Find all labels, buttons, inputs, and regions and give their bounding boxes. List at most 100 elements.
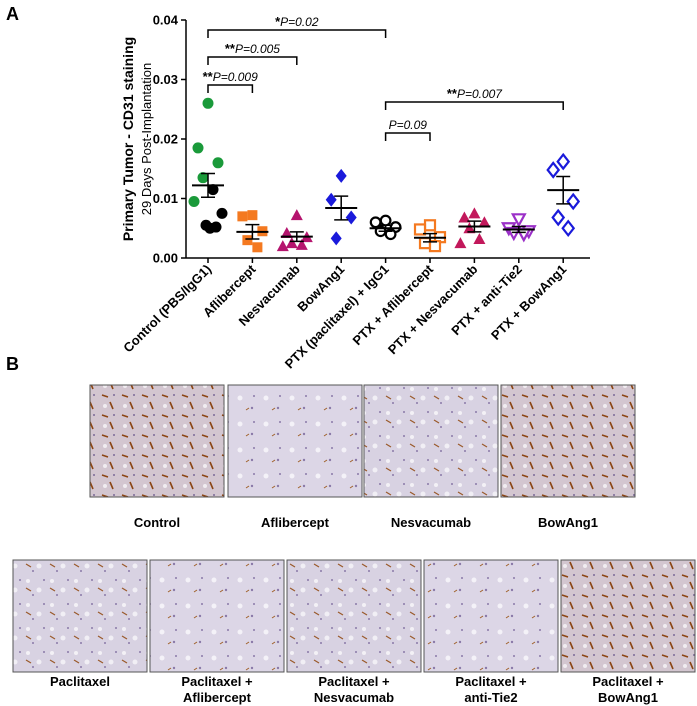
data-point <box>463 222 476 234</box>
significance-bracket <box>207 29 387 38</box>
p-value: P=0.009 <box>213 70 258 84</box>
image-caption: Paclitaxel + <box>455 674 527 689</box>
y-axis-title: Primary Tumor - CD31 staining <box>120 37 136 241</box>
data-point <box>330 231 342 246</box>
data-point <box>546 161 561 179</box>
image-caption: Paclitaxel + <box>592 674 664 689</box>
image-panel: Control Aflibercept Nesvacumab BowAng1Pacli… <box>12 384 696 705</box>
data-point <box>566 192 581 211</box>
data-point <box>216 207 228 219</box>
significance-label: **P=0.009 <box>203 69 258 84</box>
panel-letter: B <box>6 354 19 374</box>
data-point <box>285 237 298 249</box>
image-caption: Nesvacumab <box>391 515 471 530</box>
data-point <box>379 214 392 227</box>
data-point <box>202 97 214 109</box>
error-bar <box>556 175 571 205</box>
significance-label: P=0.09 <box>389 118 428 132</box>
error-bar <box>467 220 482 233</box>
data-point <box>290 209 303 221</box>
data-point <box>295 238 308 250</box>
data-point <box>510 213 527 228</box>
data-point <box>188 195 200 207</box>
data-point <box>325 192 337 207</box>
micrograph <box>89 384 225 498</box>
data-point <box>237 211 248 222</box>
error-bar <box>378 224 393 232</box>
error-bar <box>201 172 215 199</box>
y-tick-label: 0.00 <box>153 251 178 266</box>
micrograph <box>423 559 559 673</box>
significance-label: **P=0.007 <box>447 86 503 101</box>
significance-bracket <box>207 84 254 93</box>
error-bar <box>245 223 260 240</box>
data-point <box>473 232 486 244</box>
data-point <box>252 242 263 253</box>
data-point <box>197 172 209 184</box>
image-caption: Nesvacumab <box>314 690 394 705</box>
data-point <box>280 227 293 239</box>
data-point <box>212 157 224 169</box>
data-point <box>551 208 566 227</box>
p-value: P=0.02 <box>280 15 319 29</box>
error-bar <box>334 195 349 221</box>
data-point <box>561 219 576 238</box>
data-point <box>242 235 253 246</box>
data-point <box>515 228 532 243</box>
image-caption: Aflibercept <box>183 690 252 705</box>
micrograph <box>363 384 499 498</box>
data-point <box>428 240 442 253</box>
x-tick-label: PTX + Aflibercept <box>349 261 436 348</box>
image-caption: BowAng1 <box>538 515 598 530</box>
significance-stars: ** <box>225 41 236 56</box>
significance-bracket <box>207 56 298 65</box>
significance-stars: ** <box>203 69 214 84</box>
y-tick-label: 0.02 <box>153 132 178 147</box>
image-caption: Paclitaxel + <box>318 674 390 689</box>
data-point <box>454 237 467 249</box>
data-point <box>478 216 491 228</box>
data-point <box>458 211 471 223</box>
image-caption: Aflibercept <box>261 515 330 530</box>
p-value: P=0.005 <box>235 42 280 56</box>
error-bar <box>511 225 526 234</box>
data-point <box>556 152 571 171</box>
data-point <box>423 219 437 232</box>
micrograph <box>560 559 696 673</box>
data-point <box>210 221 222 233</box>
y-axis-subtitle: 29 Days Post-Implantation <box>139 63 154 215</box>
panel-letter: A <box>6 4 19 24</box>
p-value: P=0.09 <box>389 118 428 132</box>
image-caption: Paclitaxel <box>50 674 110 689</box>
significance-stars: * <box>275 14 281 29</box>
significance-label: *P=0.02 <box>275 14 319 29</box>
data-point <box>192 142 204 154</box>
micrograph <box>286 559 422 673</box>
data-point <box>418 237 432 250</box>
image-caption: BowAng1 <box>598 690 658 705</box>
data-point <box>345 210 357 225</box>
image-caption: Paclitaxel + <box>181 674 253 689</box>
data-point <box>413 223 427 236</box>
error-bar <box>423 232 437 243</box>
micrograph <box>500 384 636 498</box>
p-value: P=0.007 <box>457 87 503 101</box>
micrograph <box>227 384 363 498</box>
error-bar <box>289 231 304 243</box>
y-tick-label: 0.03 <box>153 72 178 87</box>
significance-stars: ** <box>447 86 458 101</box>
data-point <box>468 207 481 219</box>
image-caption: Control <box>134 515 180 530</box>
y-tick-label: 0.01 <box>153 191 178 206</box>
y-tick-label: 0.04 <box>153 13 179 28</box>
data-point <box>207 184 219 196</box>
data-point <box>276 240 289 252</box>
image-caption: anti-Tie2 <box>464 690 517 705</box>
data-point <box>335 168 347 183</box>
data-point <box>247 210 258 221</box>
significance-label: **P=0.005 <box>225 41 280 56</box>
data-point <box>369 216 382 229</box>
significance-bracket <box>384 101 564 110</box>
